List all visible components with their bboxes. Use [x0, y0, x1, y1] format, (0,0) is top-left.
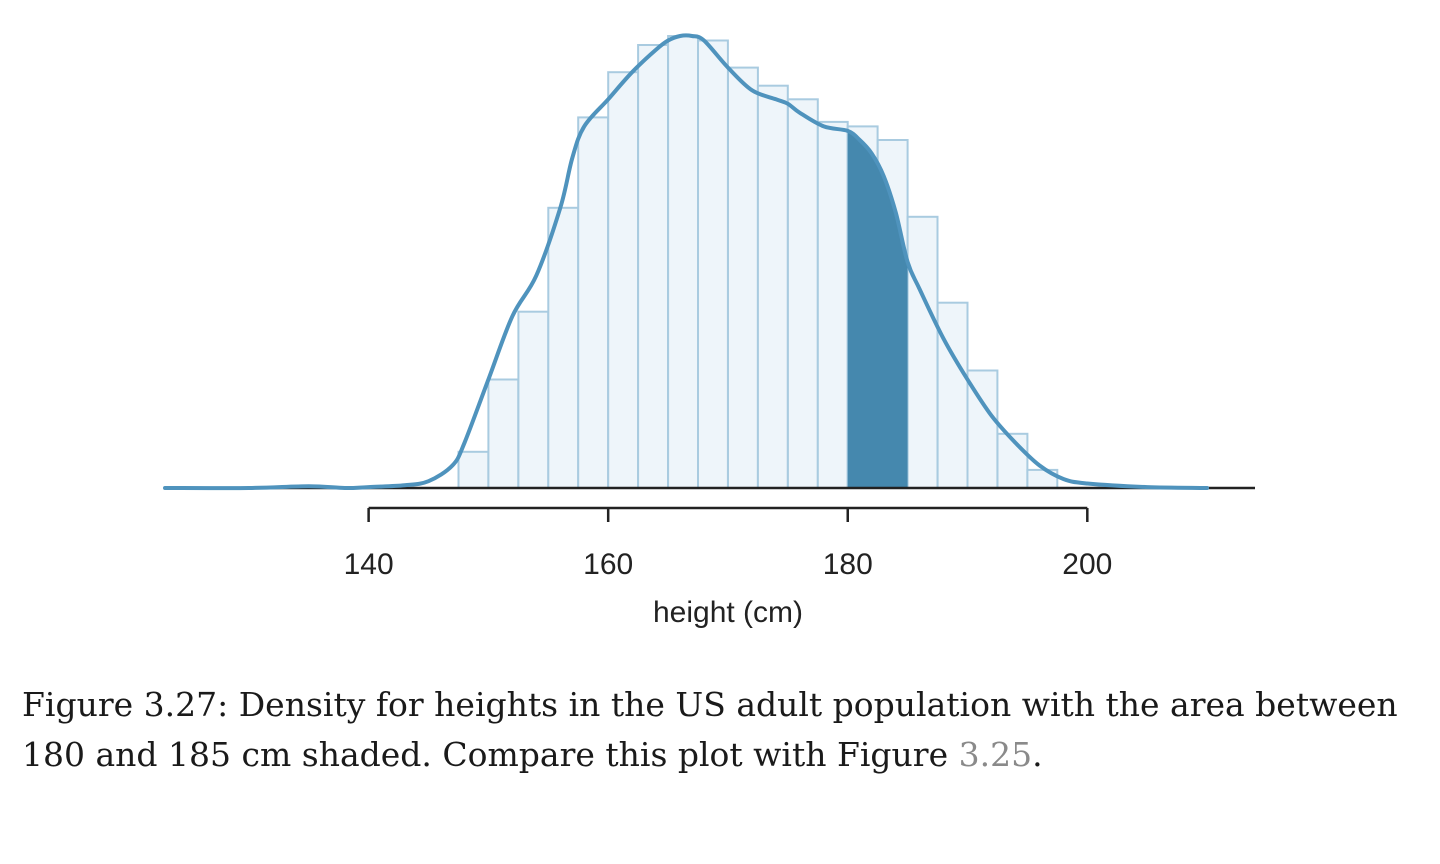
histogram-bar	[637, 44, 669, 489]
caption-end: .	[1032, 735, 1043, 774]
histogram-bar	[457, 450, 490, 489]
shaded-area-180-185	[847, 130, 908, 488]
histogram-bar	[727, 66, 759, 489]
histogram-bar	[487, 378, 520, 489]
histogram-bar	[906, 215, 939, 490]
histogram-bar	[816, 120, 849, 490]
density-curve	[163, 33, 1210, 491]
histogram-bars	[457, 35, 1059, 490]
histogram-bar	[996, 432, 1029, 489]
histogram-bar	[607, 71, 640, 489]
histogram-bar	[547, 206, 580, 490]
caption-text: Figure 3.27: Density for heights in the …	[22, 685, 1398, 774]
histogram-bar	[577, 116, 610, 490]
histogram-bar	[786, 98, 819, 490]
x-tick-label: 200	[1062, 548, 1112, 581]
histogram-bar	[517, 310, 550, 490]
x-axis: 140 160 180 200	[344, 506, 1112, 581]
x-axis-label: height (cm)	[653, 596, 803, 629]
histogram-bar	[667, 35, 699, 489]
x-tick-label: 160	[583, 548, 633, 581]
figure-caption: Figure 3.27: Density for heights in the …	[22, 680, 1422, 780]
density-chart: 140 160 180 200 height (cm)	[163, 33, 1255, 629]
x-tick-label: 180	[823, 548, 873, 581]
histogram-bar	[756, 84, 789, 489]
histogram-bar	[697, 39, 729, 489]
x-tick-label: 140	[344, 548, 394, 581]
figure-reference-link[interactable]: 3.25	[958, 735, 1033, 774]
histogram-bar	[936, 301, 969, 490]
